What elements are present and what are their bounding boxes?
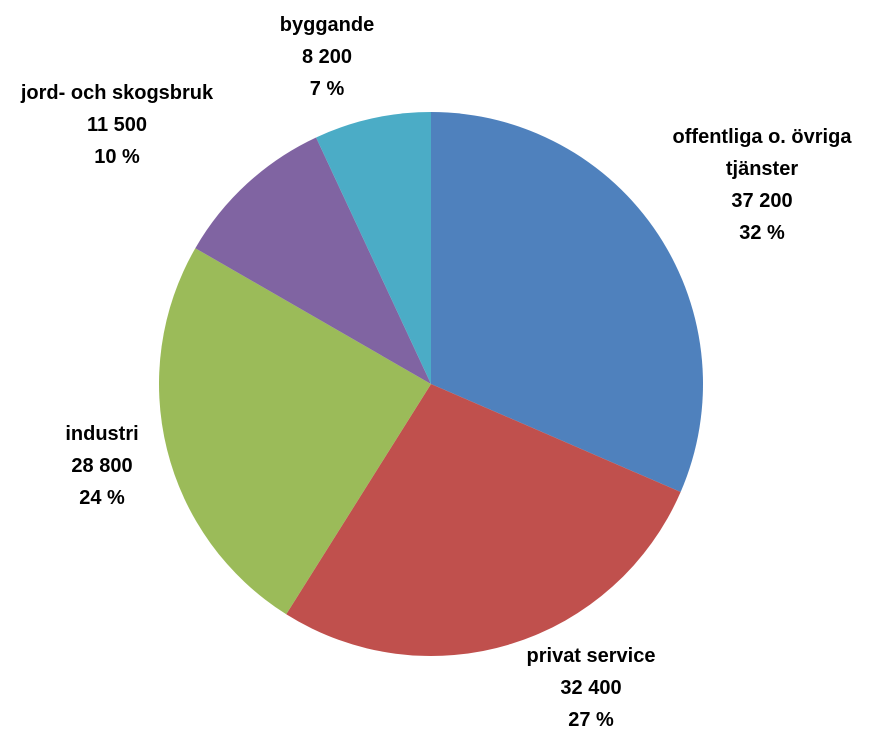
slice-value: 37 200 (731, 190, 793, 212)
slice-label-byggande: byggande 8 200 7 % (280, 9, 374, 105)
pie-slice-industri (158, 248, 431, 615)
slice-name: byggande (279, 14, 375, 36)
slice-percent: 10 % (94, 146, 140, 168)
slice-label-privat-service: privat service 32 400 27 % (527, 640, 656, 736)
pie-slice-jord-och-skogsbruk (195, 137, 431, 384)
slice-percent: 27 % (568, 709, 614, 731)
slice-percent: 7 % (309, 78, 345, 100)
pie-slices (158, 112, 704, 657)
slice-label-jord-och-skogsbruk: jord- och skogsbruk 11 500 10 % (21, 77, 213, 173)
pie-slice-privat-service (286, 384, 681, 657)
slice-name: industri (65, 423, 139, 445)
slice-percent: 24 % (79, 487, 125, 509)
slice-name: privat service (526, 645, 656, 667)
slice-name: jord- och skogsbruk (20, 82, 214, 104)
slice-label-industri: industri 28 800 24 % (65, 418, 138, 514)
slice-value: 28 800 (71, 455, 133, 477)
slice-value: 8 200 (301, 46, 353, 68)
pie-slice-byggande (316, 112, 431, 384)
slice-name-line-2: tjänster (725, 158, 799, 180)
pie-slice-offentliga-o-övriga-tjänster (431, 112, 704, 492)
slice-name-line-1: offentliga o. övriga (672, 126, 852, 148)
slice-label-offentliga: offentliga o. övriga tjänster 37 200 32 … (673, 121, 852, 249)
slice-percent: 32 % (739, 222, 785, 244)
slice-value: 11 500 (86, 114, 148, 136)
slice-value: 32 400 (560, 677, 622, 699)
